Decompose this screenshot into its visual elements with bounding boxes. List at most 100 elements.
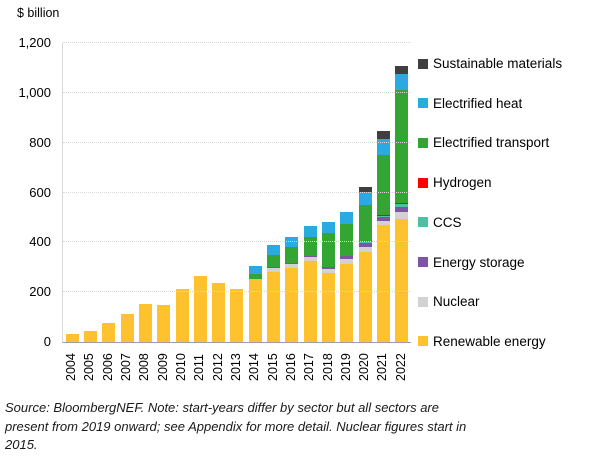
bar-segment-electrified-heat — [358, 192, 372, 206]
bar-segment-electrified-transport — [303, 236, 317, 256]
legend-swatch-icon — [418, 177, 428, 188]
bar-segment-nuclear — [303, 257, 317, 262]
bar-segment-ccs — [395, 203, 409, 208]
x-tick-label-2012: 2012 — [210, 353, 225, 381]
legend-item-electrified-heat: Electrified heat — [418, 96, 522, 111]
bar-2009 — [157, 305, 171, 342]
bar-segment-nuclear — [340, 258, 354, 264]
bar-series-container — [63, 43, 411, 342]
bar-segment-energy-storage — [267, 267, 281, 269]
bar-segment-nuclear — [322, 268, 336, 274]
bar-segment-renewable-energy — [193, 276, 207, 342]
bar-segment-nuclear — [376, 220, 390, 225]
x-tick-label-2010: 2010 — [174, 353, 189, 381]
legend-swatch-icon — [418, 58, 428, 69]
legend-label: Renewable energy — [433, 333, 546, 349]
bar-segment-energy-storage — [322, 266, 336, 269]
bar-segment-energy-storage — [376, 216, 390, 221]
bar-segment-renewable-energy — [303, 261, 317, 342]
bar-segment-renewable-energy — [358, 251, 372, 342]
bar-segment-electrified-heat — [267, 245, 281, 256]
bar-segment-renewable-energy — [267, 271, 281, 342]
bar-segment-nuclear — [285, 264, 299, 268]
y-tick-label: 800 — [29, 134, 51, 150]
bar-segment-electrified-transport — [267, 255, 281, 268]
bar-segment-sustainable-materials — [395, 65, 409, 75]
bar-segment-renewable-energy — [102, 323, 116, 342]
bar-2020 — [358, 187, 372, 342]
y-axis-unit-label: $ billion — [17, 6, 60, 20]
y-tick-label: 1,200 — [18, 35, 51, 50]
bar-segment-electrified-transport — [285, 247, 299, 263]
bar-2005 — [83, 330, 97, 342]
y-tick-label: 0 — [43, 334, 51, 349]
x-tick-label-2004: 2004 — [64, 353, 79, 381]
y-tick-label: 1,000 — [18, 84, 51, 100]
legend-item-ccs: CCS — [418, 215, 462, 230]
bar-2011 — [193, 276, 207, 342]
legend-item-electrified-transport: Electrified transport — [418, 135, 549, 150]
bar-segment-renewable-energy — [175, 288, 189, 342]
x-tick-label-2019: 2019 — [338, 353, 353, 381]
source-note-line: Source: BloombergNEF. Note: start-years … — [5, 400, 439, 415]
gridline-600 — [63, 191, 411, 193]
gridline-1000 — [63, 91, 411, 93]
bar-segment-renewable-energy — [395, 218, 409, 342]
legend-label: Nuclear — [433, 294, 480, 310]
legend-label: CCS — [433, 214, 462, 230]
bar-segment-electrified-transport — [358, 205, 372, 243]
bar-segment-renewable-energy — [65, 333, 79, 342]
bar-segment-electrified-transport — [248, 273, 262, 279]
bar-segment-electrified-heat — [248, 265, 262, 274]
legend-label: Electrified heat — [433, 95, 523, 111]
bar-segment-energy-storage — [340, 256, 354, 259]
bar-segment-electrified-heat — [303, 225, 317, 237]
legend-swatch-icon — [418, 98, 428, 109]
bar-segment-renewable-energy — [212, 283, 226, 342]
bar-2016 — [285, 237, 299, 342]
y-axis-tick-labels: 0 200 400 600 800 1,000 1,200 — [0, 35, 56, 349]
bar-2006 — [102, 323, 116, 342]
legend-item-renewable-energy: Renewable energy — [418, 334, 546, 349]
bar-2013 — [230, 289, 244, 342]
bar-2015 — [267, 245, 281, 342]
bar-segment-electrified-transport — [395, 89, 409, 204]
bar-segment-electrified-transport — [322, 232, 336, 267]
bar-segment-electrified-transport — [340, 223, 354, 257]
gridline-400 — [63, 241, 411, 243]
bar-segment-renewable-energy — [322, 273, 336, 342]
x-tick-label-2018: 2018 — [320, 353, 335, 381]
y-tick-label: 200 — [29, 284, 51, 300]
legend-item-sustainable-materials: Sustainable materials — [418, 56, 562, 71]
legend-swatch-icon — [418, 336, 428, 347]
bar-segment-renewable-energy — [376, 224, 390, 342]
bar-2004 — [65, 333, 79, 342]
legend-item-nuclear: Nuclear — [418, 294, 480, 309]
legend-label: Electrified transport — [433, 135, 550, 151]
bar-2017 — [303, 225, 317, 342]
bar-2021 — [376, 130, 390, 342]
x-tick-label-2016: 2016 — [283, 353, 298, 381]
bar-segment-renewable-energy — [230, 289, 244, 342]
x-tick-label-2006: 2006 — [100, 353, 115, 381]
bar-segment-renewable-energy — [83, 330, 97, 342]
bar-2022 — [395, 65, 409, 342]
x-tick-label-2021: 2021 — [375, 353, 390, 381]
bar-segment-sustainable-materials — [358, 187, 372, 193]
bar-2012 — [212, 283, 226, 342]
x-tick-label-2008: 2008 — [137, 353, 152, 381]
x-tick-label-2005: 2005 — [82, 353, 97, 381]
bar-segment-electrified-transport — [376, 155, 390, 216]
bar-segment-electrified-heat — [340, 211, 354, 224]
x-tick-label-2022: 2022 — [393, 353, 408, 381]
bar-segment-energy-storage — [303, 255, 317, 258]
bar-segment-renewable-energy — [285, 268, 299, 342]
x-tick-label-2009: 2009 — [155, 353, 170, 381]
gridline-200 — [63, 291, 411, 293]
bar-segment-renewable-energy — [120, 314, 134, 342]
bar-2007 — [120, 314, 134, 342]
x-tick-label-2014: 2014 — [247, 353, 262, 381]
x-tick-label-2017: 2017 — [302, 353, 317, 381]
legend-item-hydrogen: Hydrogen — [418, 175, 492, 190]
